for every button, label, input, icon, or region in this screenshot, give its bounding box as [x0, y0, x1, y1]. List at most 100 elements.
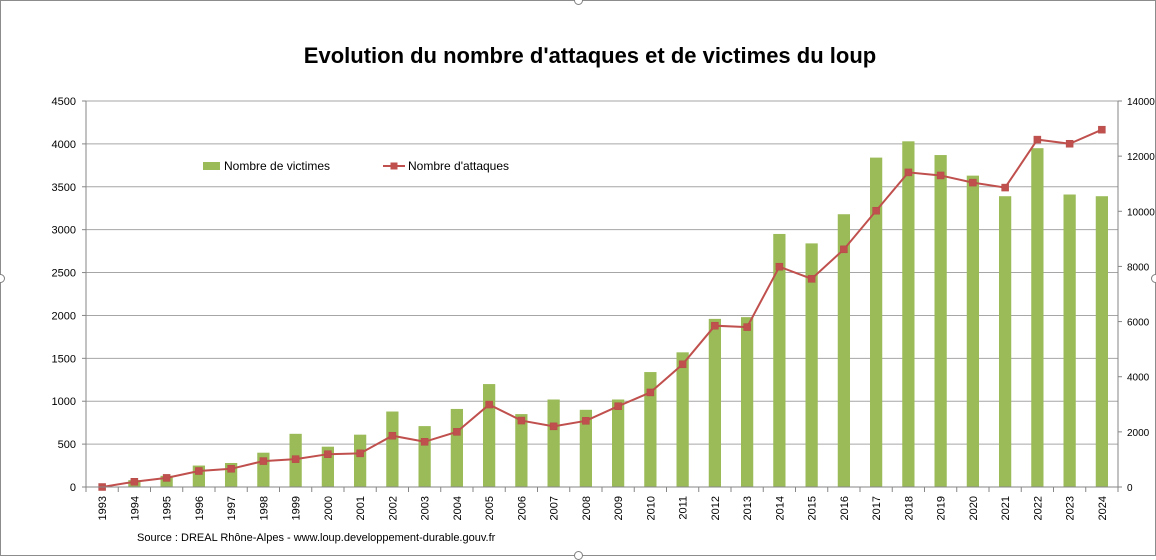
y-right-tick-label: 14000: [1127, 97, 1155, 108]
bar-victims: [869, 157, 883, 487]
bar-victims: [966, 175, 980, 488]
x-tick-label: 2015: [807, 496, 819, 520]
legend-marker-attacks: [390, 162, 398, 170]
y-right-tick-label: 0: [1127, 483, 1133, 494]
bar-victims: [934, 155, 947, 488]
point-attacks: [1065, 139, 1074, 148]
point-attacks: [420, 438, 429, 446]
axes: 0 500 1000 1500 2000 2500 3000 3500 4000 4500 0 200…: [52, 96, 1156, 520]
y-right-tick-label: 6000: [1127, 318, 1150, 329]
bar-victims: [644, 372, 657, 487]
bar-victims: [547, 399, 560, 487]
point-attacks: [517, 416, 526, 425]
resize-handle-right[interactable]: [1151, 274, 1156, 283]
x-tick-label: 2014: [774, 496, 786, 520]
point-attacks: [453, 428, 461, 436]
bar-victims: [515, 414, 528, 487]
bar-victims: [386, 411, 399, 487]
point-attacks: [872, 206, 880, 215]
bar-victims: [482, 384, 496, 487]
point-attacks: [549, 422, 558, 431]
x-tick-label: 2020: [968, 496, 980, 520]
bar-victims: [740, 317, 754, 487]
point-attacks: [356, 449, 364, 458]
resize-handle-left[interactable]: [0, 274, 5, 283]
point-attacks: [969, 178, 977, 187]
x-tick-label: 2024: [1097, 496, 1109, 520]
x-tick-label: 2023: [1065, 496, 1077, 520]
point-attacks: [711, 321, 719, 330]
source-note: Source : DREAL Rhône-Alpes - www.loup.de…: [137, 532, 496, 544]
point-attacks: [582, 417, 590, 425]
y-left-tick-label: 4000: [52, 139, 76, 151]
chart-title: Evolution du nombre d'attaques et de vic…: [304, 43, 876, 68]
bar-victims: [1063, 194, 1076, 487]
x-tick-label: 2003: [420, 496, 432, 520]
point-attacks: [259, 457, 268, 465]
x-tick-label: 1996: [194, 496, 206, 520]
y-right-tick-label: 10000: [1127, 207, 1155, 218]
point-attacks: [936, 171, 945, 180]
point-attacks: [1001, 183, 1009, 192]
y-right-tick-label: 2000: [1127, 428, 1150, 439]
bar-victims: [837, 214, 851, 487]
point-attacks: [485, 400, 493, 409]
bar-victims: [1095, 196, 1109, 488]
point-attacks: [904, 168, 913, 177]
y-left-tick-label: 1000: [52, 396, 76, 408]
x-tick-label: 2022: [1032, 496, 1044, 520]
x-tick-label: 1994: [129, 496, 141, 520]
point-attacks: [678, 360, 687, 369]
x-tick-label: 1998: [258, 496, 270, 520]
x-tick-label: 2018: [903, 496, 915, 520]
x-tick-label: 2012: [710, 496, 722, 520]
y-left-tick-label: 3000: [52, 225, 76, 237]
bar-victims: [579, 409, 593, 487]
bar-victims: [902, 141, 915, 487]
x-tick-label: 2008: [581, 496, 593, 520]
resize-handle-top[interactable]: [574, 0, 583, 5]
point-attacks: [195, 467, 203, 475]
point-attacks: [775, 262, 784, 271]
x-tick-label: 2000: [323, 496, 335, 520]
bar-victims: [676, 352, 689, 487]
bar-victims: [418, 426, 431, 487]
point-attacks: [646, 388, 655, 397]
point-attacks: [291, 455, 300, 463]
y-right-tick-label: 8000: [1127, 262, 1150, 273]
attacks-line: [98, 125, 1106, 491]
legend-swatch-victims: [203, 162, 220, 170]
bar-victims: [998, 196, 1012, 488]
x-tick-label: 2016: [839, 496, 851, 520]
x-tick-label: 2007: [549, 496, 561, 520]
point-attacks: [840, 245, 848, 254]
y-left-tick-label: 3500: [52, 182, 76, 194]
y-left-tick-label: 2500: [52, 268, 76, 280]
x-tick-label: 2001: [355, 496, 367, 520]
bar-victims: [805, 243, 818, 487]
bar-victims: [450, 408, 464, 487]
gridlines: [86, 100, 1118, 445]
point-attacks: [388, 431, 397, 440]
point-attacks: [227, 465, 235, 473]
y-left-tick-label: 1500: [52, 353, 76, 365]
point-attacks: [807, 275, 816, 283]
victims-bars: [128, 141, 1109, 488]
bar-victims: [773, 233, 786, 487]
x-tick-label: 2021: [1000, 496, 1012, 520]
x-tick-label: 2009: [613, 496, 625, 520]
point-attacks: [162, 474, 171, 482]
x-tick-label: 1997: [226, 496, 238, 520]
y-left-tick-label: 2000: [52, 310, 76, 322]
y-left-tick-label: 0: [70, 482, 76, 494]
x-tick-label: 2006: [516, 496, 528, 520]
x-tick-label: 2017: [871, 496, 883, 520]
point-attacks: [1098, 125, 1106, 134]
x-tick-label: 2010: [645, 496, 657, 520]
y-left-tick-label: 500: [58, 439, 76, 451]
legend-label-attacks: Nombre d'attaques: [408, 159, 509, 173]
x-tick-label: 1995: [162, 496, 174, 520]
